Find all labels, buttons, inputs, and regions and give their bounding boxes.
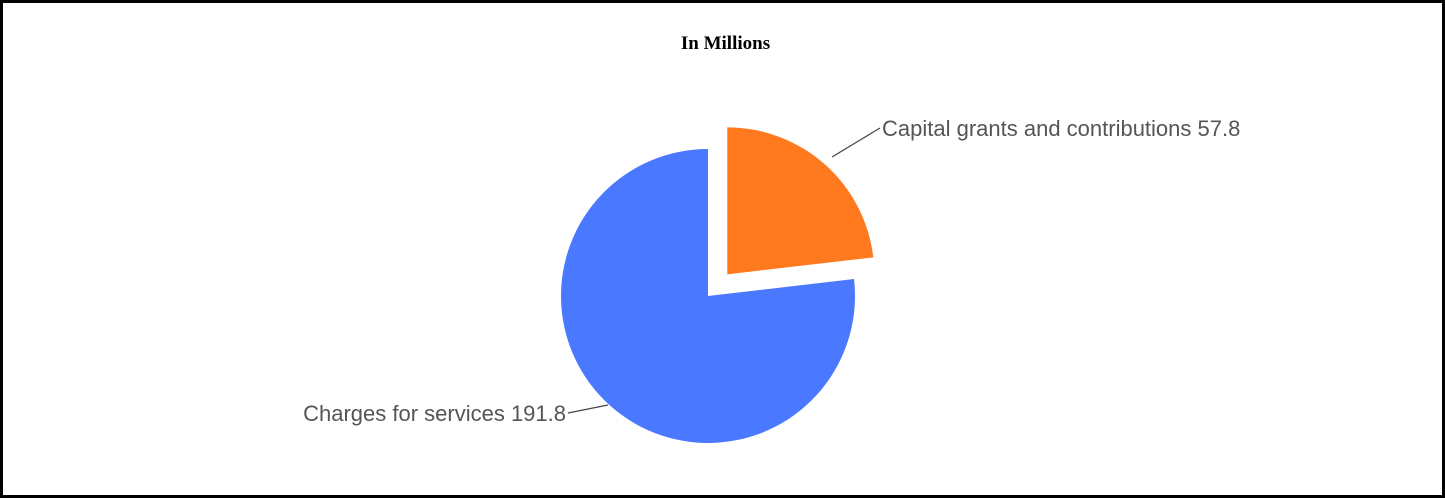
- slice-label-charges-for-services: Charges for services 191.8: [303, 401, 566, 426]
- leader-line-charges-for-services: [567, 404, 609, 414]
- chart-title: In Millions: [680, 33, 771, 54]
- slice-label-capital-grants-and-contributions: Capital grants and contributions 57.8: [882, 116, 1240, 141]
- pie-slice-charges-for-services: [560, 149, 855, 443]
- leader-line-capital-grants-and-contributions: [831, 127, 881, 158]
- pie-slice-capital-grants-and-contributions: [727, 127, 874, 275]
